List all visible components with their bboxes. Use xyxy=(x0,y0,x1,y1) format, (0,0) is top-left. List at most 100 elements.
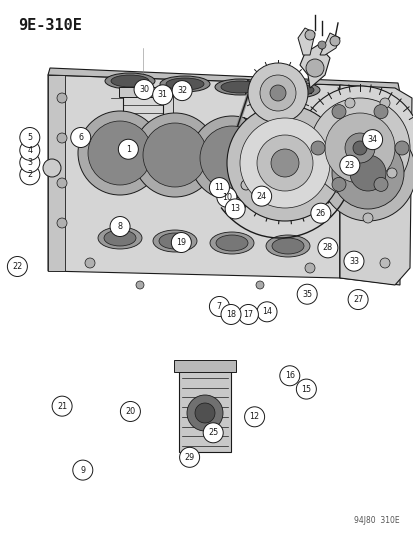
Circle shape xyxy=(297,284,316,304)
Circle shape xyxy=(221,304,240,325)
Circle shape xyxy=(317,238,337,258)
Circle shape xyxy=(317,41,325,49)
Ellipse shape xyxy=(153,230,197,252)
Circle shape xyxy=(379,258,389,268)
Text: 3: 3 xyxy=(27,158,32,167)
Circle shape xyxy=(344,98,354,108)
Circle shape xyxy=(88,121,152,185)
Circle shape xyxy=(362,213,372,223)
Text: 14: 14 xyxy=(261,308,271,316)
Circle shape xyxy=(57,218,67,228)
Text: 24: 24 xyxy=(256,192,266,200)
Circle shape xyxy=(110,216,130,237)
Circle shape xyxy=(20,127,40,148)
Circle shape xyxy=(362,130,382,150)
Circle shape xyxy=(71,127,90,148)
Ellipse shape xyxy=(209,232,254,254)
Polygon shape xyxy=(299,45,329,88)
Text: 32: 32 xyxy=(177,86,187,95)
Text: 15: 15 xyxy=(301,385,311,393)
Circle shape xyxy=(171,232,191,253)
Circle shape xyxy=(133,113,216,197)
Circle shape xyxy=(310,203,330,223)
Ellipse shape xyxy=(159,76,209,92)
Circle shape xyxy=(251,186,271,206)
Circle shape xyxy=(245,119,329,203)
Circle shape xyxy=(310,141,324,155)
Polygon shape xyxy=(339,85,411,285)
Text: 25: 25 xyxy=(208,429,218,437)
Ellipse shape xyxy=(159,233,190,249)
Ellipse shape xyxy=(275,84,313,96)
Circle shape xyxy=(297,86,413,210)
Circle shape xyxy=(304,263,314,273)
Text: 22: 22 xyxy=(12,262,22,271)
Circle shape xyxy=(344,133,374,163)
Ellipse shape xyxy=(214,79,264,95)
Circle shape xyxy=(339,168,349,178)
Text: 13: 13 xyxy=(230,205,240,213)
Circle shape xyxy=(20,140,40,160)
Circle shape xyxy=(57,93,67,103)
Polygon shape xyxy=(319,33,339,55)
Text: 33: 33 xyxy=(348,257,358,265)
Circle shape xyxy=(394,141,408,155)
Circle shape xyxy=(57,178,67,188)
Text: 19: 19 xyxy=(176,238,186,247)
Circle shape xyxy=(331,104,345,119)
Circle shape xyxy=(152,85,172,105)
Text: 18: 18 xyxy=(225,310,235,319)
Circle shape xyxy=(305,59,323,77)
Text: 34: 34 xyxy=(367,135,377,144)
Circle shape xyxy=(349,155,385,191)
Circle shape xyxy=(256,302,276,322)
Circle shape xyxy=(255,129,319,193)
Text: 7: 7 xyxy=(216,302,221,311)
Circle shape xyxy=(7,256,27,277)
Polygon shape xyxy=(297,28,314,55)
Polygon shape xyxy=(48,68,399,93)
Circle shape xyxy=(195,403,214,423)
Circle shape xyxy=(352,141,366,155)
Text: 94J80  310E: 94J80 310E xyxy=(354,516,399,525)
Text: 27: 27 xyxy=(352,295,362,304)
Circle shape xyxy=(142,123,206,187)
Polygon shape xyxy=(119,87,166,97)
Ellipse shape xyxy=(104,230,136,246)
Circle shape xyxy=(247,63,307,123)
Circle shape xyxy=(331,177,345,191)
Circle shape xyxy=(52,396,72,416)
Circle shape xyxy=(190,116,273,200)
Ellipse shape xyxy=(111,75,149,87)
Circle shape xyxy=(347,289,367,310)
Text: 8: 8 xyxy=(117,222,122,231)
Circle shape xyxy=(209,177,229,198)
Circle shape xyxy=(339,155,359,175)
Text: 29: 29 xyxy=(184,453,194,462)
Circle shape xyxy=(240,118,329,208)
Ellipse shape xyxy=(221,81,259,93)
Ellipse shape xyxy=(271,238,303,254)
Circle shape xyxy=(304,30,314,40)
Text: 31: 31 xyxy=(157,91,167,99)
Text: 2: 2 xyxy=(27,171,32,179)
Circle shape xyxy=(373,177,387,191)
Ellipse shape xyxy=(269,82,319,98)
Circle shape xyxy=(386,168,396,178)
Circle shape xyxy=(296,379,316,399)
Circle shape xyxy=(203,423,223,443)
Text: 35: 35 xyxy=(301,290,311,298)
Circle shape xyxy=(271,149,298,177)
Text: 26: 26 xyxy=(315,209,325,217)
Circle shape xyxy=(20,165,40,185)
Text: 21: 21 xyxy=(57,402,67,410)
Circle shape xyxy=(259,75,295,111)
Circle shape xyxy=(187,395,223,431)
Polygon shape xyxy=(48,75,339,278)
Polygon shape xyxy=(173,360,235,372)
Circle shape xyxy=(319,125,413,221)
Circle shape xyxy=(358,141,365,149)
Circle shape xyxy=(256,135,312,191)
Circle shape xyxy=(226,105,342,221)
Circle shape xyxy=(373,104,387,119)
